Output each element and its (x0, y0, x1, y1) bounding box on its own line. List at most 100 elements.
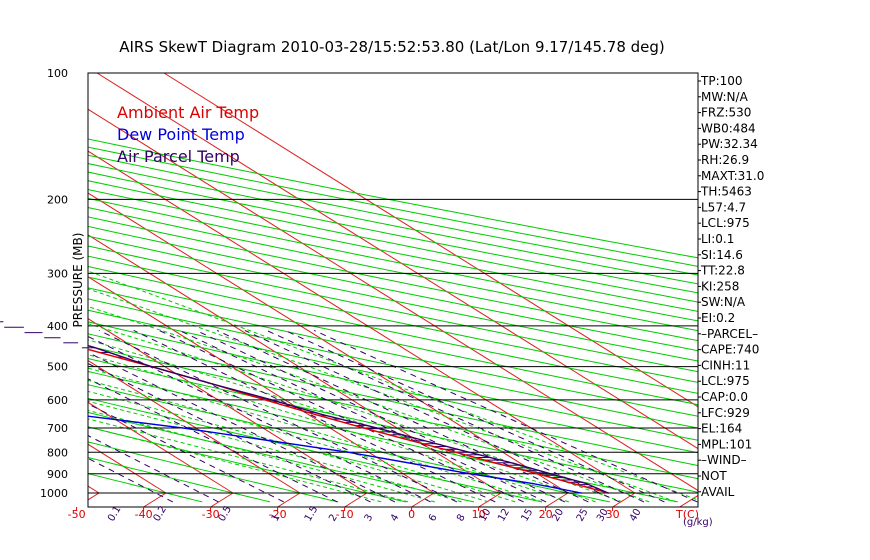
isotherm-line (88, 359, 301, 494)
pressure-tick-label: 500 (47, 361, 68, 374)
air-parcel-temp-point (549, 473, 552, 475)
mixing-ratio-label: 25 (575, 507, 591, 524)
air-parcel-temp-point (320, 413, 323, 416)
stat-label: RH:26.9 (701, 153, 749, 167)
stat-label: NOT (701, 469, 727, 483)
x-axis-label: T(C) (675, 508, 699, 521)
dry-adiabat-line (88, 154, 698, 276)
dry-adiabat-line (88, 456, 271, 503)
dry-adiabat-line (88, 358, 698, 493)
isotherm-line (88, 318, 368, 494)
moist-adiabat-line (88, 390, 489, 503)
pressure-tick-label: 600 (47, 394, 68, 407)
mixing-ratio-line (133, 329, 496, 503)
moist-adiabat-line (88, 367, 543, 503)
stat-label: TP:100 (700, 74, 743, 88)
air-parcel-temp-point (607, 492, 609, 494)
mixing-ratio-label: 12 (496, 507, 512, 524)
dry-adiabat-line (88, 216, 698, 342)
dry-adiabat-line (88, 411, 475, 503)
moist-adiabat-line (88, 305, 650, 503)
dry-adiabat-line (88, 189, 698, 312)
air-parcel-temp-point (93, 346, 95, 349)
moist-adiabat-line (88, 400, 462, 503)
dry-adiabat-line (88, 207, 698, 332)
mixing-ratio-line (266, 329, 645, 503)
dew-point-temp-point (580, 492, 583, 494)
stat-label: AVAIL (701, 485, 735, 499)
bottom-temp-tick-label: 30 (606, 508, 620, 521)
bottom-temp-tick-label: -40 (135, 508, 153, 521)
dry-adiabat-line (88, 321, 698, 454)
mixing-ratio-line (216, 329, 589, 503)
dry-adiabat-line (88, 309, 698, 441)
mixing-ratio-label: 4 (389, 512, 402, 523)
mixing-ratio-line (284, 329, 665, 503)
air-parcel-temp-point (270, 399, 273, 401)
legend-air-parcel-temp: Air Parcel Temp (117, 147, 240, 166)
ambient-air-temp-point (362, 427, 365, 429)
isotherm-line (96, 73, 698, 450)
temperature-ticks: -50 -40 -30 -20 -10 0 10 20 30 T(C) (68, 507, 699, 521)
dew-point-temp-point (181, 427, 184, 429)
isotherm-line (88, 192, 569, 494)
stat-label: CAPE:740 (701, 343, 759, 357)
isotherm-line (88, 108, 698, 492)
air-parcel-temp-line (88, 344, 609, 494)
mixing-ratio-label: 1 (270, 512, 283, 523)
dew-point-temp-point (532, 482, 534, 485)
ambient-air-temp-point (536, 473, 539, 475)
isotherm-line (88, 150, 636, 494)
stat-label: FRZ:530 (701, 106, 751, 120)
mixing-ratio-label: 40 (628, 507, 644, 524)
ambient-air-temp-point (496, 462, 498, 465)
dry-adiabat-line (88, 441, 339, 503)
stat-label: –WIND– (701, 453, 747, 467)
ambient-air-temp-point (80, 347, 82, 349)
legend-ambient-air-temp: Ambient Air Temp (117, 103, 259, 122)
dry-adiabat-line (88, 171, 698, 294)
dry-adiabat-line (88, 370, 678, 503)
dry-adiabat-line (88, 333, 698, 467)
pressure-tick-label: 300 (47, 267, 68, 280)
isotherm-line (679, 494, 698, 507)
mixing-ratio-label: 3 (363, 512, 376, 523)
isotherm-line (478, 492, 502, 507)
legend-dew-point-temp: Dew Point Temp (117, 125, 245, 144)
pressure-tick-label: 400 (47, 320, 68, 333)
mixing-ratio-label: 8 (455, 512, 468, 523)
bottom-temp-tick-label: -20 (269, 508, 287, 521)
plot-frame (87, 72, 699, 508)
stat-label: MPL:101 (701, 437, 752, 451)
dry-adiabat-line (88, 197, 698, 322)
dew-point-temp-point (469, 473, 472, 475)
isotherm-line (344, 492, 368, 507)
dry-adiabat-line (88, 298, 698, 429)
mixing-ratio-line (313, 329, 698, 503)
isotherm-line (143, 492, 167, 507)
ambient-air-temp-point (455, 451, 457, 454)
isotherm-line (747, 493, 769, 507)
stat-label: MW:N/A (701, 90, 749, 104)
stat-label: EI:0.2 (701, 311, 735, 325)
mixing-ratio-line (158, 329, 524, 503)
mixing-ratio-line (88, 362, 371, 503)
stat-label: EL:164 (701, 422, 742, 436)
stat-label: LCL:975 (701, 216, 750, 230)
isotherm-line (612, 492, 636, 507)
stat-label: LI:0.1 (701, 232, 734, 246)
pressure-tick-label: 200 (47, 193, 68, 206)
y-axis-label: PRESSURE (MB) (71, 233, 85, 328)
dry-adiabat-line (88, 163, 698, 285)
isotherm-line (88, 401, 234, 494)
bottom-temp-tick-label: 10 (472, 508, 486, 521)
stat-label: CAP:0.0 (701, 390, 748, 404)
pressure-tick-label: 900 (47, 468, 68, 481)
isotherm-line (411, 492, 435, 507)
mixing-ratio-line (98, 329, 458, 503)
isotherm-line (10, 493, 32, 507)
dry-adiabat-line (88, 345, 698, 480)
air-parcel-temp-point (376, 427, 378, 429)
dry-adiabat-line (88, 235, 698, 362)
mixing-ratio-label: 15 (519, 507, 535, 524)
